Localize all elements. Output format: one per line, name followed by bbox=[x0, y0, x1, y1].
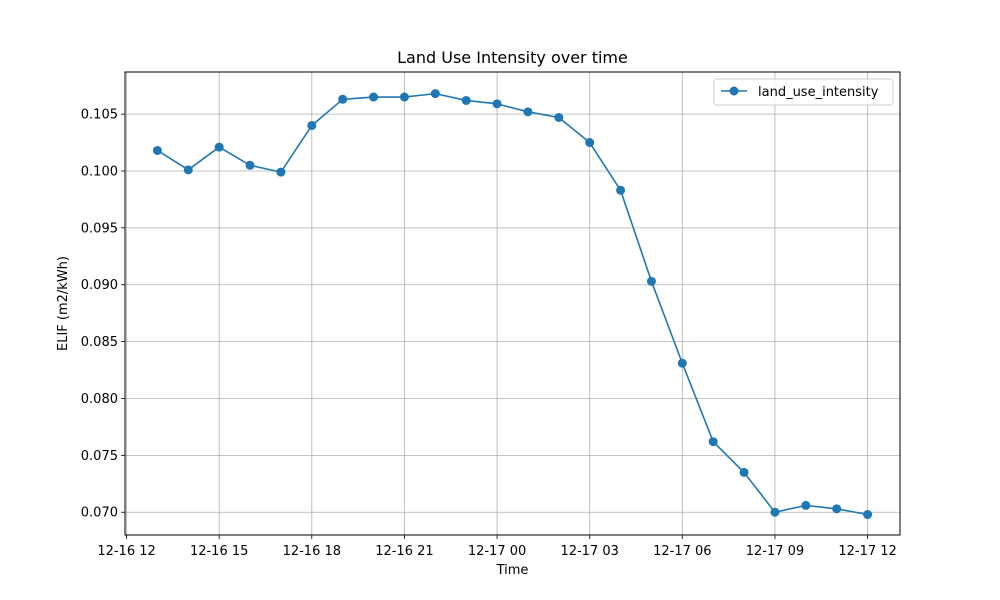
y-tick-label: 0.080 bbox=[81, 392, 118, 407]
data-point bbox=[369, 92, 379, 102]
data-point bbox=[677, 358, 687, 368]
data-point bbox=[708, 437, 718, 447]
y-axis-label: ELIF (m2/kWh) bbox=[56, 256, 71, 351]
series-line bbox=[156, 92, 868, 516]
data-point bbox=[276, 167, 286, 177]
data-point bbox=[863, 510, 873, 520]
x-axis-ticks: 12-16 12 12-16 15 12-16 18 12-16 21 12-17 00… bbox=[97, 535, 897, 559]
data-point bbox=[646, 276, 656, 286]
x-tick-label: 12-17 12 bbox=[838, 544, 896, 559]
x-tick-label: 12-17 06 bbox=[653, 544, 711, 559]
data-point bbox=[801, 500, 811, 510]
y-tick-label: 0.095 bbox=[81, 221, 118, 236]
chart-title: Land Use Intensity over time bbox=[397, 48, 628, 67]
data-point bbox=[399, 92, 409, 102]
data-point bbox=[307, 120, 317, 130]
x-tick-label: 12-16 15 bbox=[190, 544, 248, 559]
data-point bbox=[739, 467, 749, 477]
data-point bbox=[770, 507, 780, 517]
y-tick-label: 0.100 bbox=[81, 164, 118, 179]
x-axis-label: Time bbox=[496, 563, 529, 578]
y-tick-label: 0.090 bbox=[81, 278, 118, 293]
legend: land_use_intensity bbox=[713, 78, 894, 106]
data-point bbox=[152, 145, 162, 155]
y-tick-label: 0.070 bbox=[81, 506, 118, 521]
plot-frame bbox=[124, 71, 901, 536]
data-point bbox=[616, 185, 626, 195]
x-tick-label: 12-17 03 bbox=[560, 544, 618, 559]
legend-box bbox=[713, 78, 894, 106]
y-tick-label: 0.085 bbox=[81, 335, 118, 350]
x-tick-label: 12-17 00 bbox=[468, 544, 526, 559]
data-point bbox=[832, 504, 842, 514]
y-tick-label: 0.105 bbox=[81, 108, 118, 123]
y-axis-ticks: 0.070 0.075 0.080 0.085 0.090 0.095 0.100 0.105 bbox=[81, 108, 125, 521]
x-tick-label: 12-17 09 bbox=[746, 544, 804, 559]
data-point bbox=[338, 94, 348, 104]
data-point bbox=[461, 95, 471, 105]
data-point bbox=[183, 165, 193, 175]
x-tick-label: 12-16 12 bbox=[97, 544, 155, 559]
legend-marker bbox=[729, 86, 739, 96]
data-point bbox=[523, 107, 533, 117]
data-point bbox=[245, 160, 255, 170]
data-point bbox=[554, 113, 564, 123]
data-point bbox=[430, 89, 440, 99]
legend-label: land_use_intensity bbox=[758, 85, 879, 100]
data-point bbox=[492, 99, 502, 109]
x-tick-label: 12-16 21 bbox=[375, 544, 433, 559]
y-tick-label: 0.075 bbox=[81, 449, 118, 464]
data-point bbox=[214, 142, 224, 152]
series-land-use-intensity bbox=[152, 89, 873, 520]
x-tick-label: 12-16 18 bbox=[283, 544, 341, 559]
data-point bbox=[585, 138, 595, 148]
